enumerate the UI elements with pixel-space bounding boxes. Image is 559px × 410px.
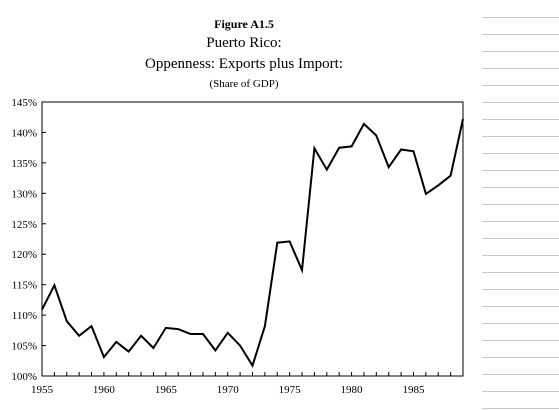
sheet-row-line	[482, 255, 559, 256]
sheet-row-line	[482, 204, 559, 205]
y-tick-label: 105%	[11, 341, 37, 353]
x-tick-label: 1970	[217, 384, 240, 396]
sheet-row-line	[482, 85, 559, 86]
x-tick-label: 1975	[279, 384, 302, 396]
y-tick-label: 145%	[11, 97, 37, 109]
sheet-row-line	[482, 221, 559, 222]
sheet-row-line	[482, 289, 559, 290]
y-tick-label: 130%	[11, 188, 37, 200]
sheet-row-line	[482, 374, 559, 375]
sheet-row-line	[482, 119, 559, 120]
sheet-row-line	[482, 51, 559, 52]
plot-area	[41, 101, 464, 377]
figure-label: Figure A1.5	[214, 17, 274, 31]
sheet-row-line	[482, 357, 559, 358]
y-tick-label: 140%	[11, 127, 37, 139]
x-tick-label: 1965	[155, 384, 178, 396]
y-tick-label: 135%	[11, 158, 37, 170]
chart-subtitle: Oppenness: Exports plus Import:	[145, 56, 343, 72]
sheet-row-line	[482, 170, 559, 171]
sheet-row-line	[482, 408, 559, 409]
sheet-row-line	[482, 136, 559, 137]
sheet-row-line	[482, 272, 559, 273]
x-tick-label: 1960	[93, 384, 116, 396]
series-line	[41, 118, 464, 368]
y-tick-label: 110%	[12, 310, 37, 322]
sheet-row-line	[482, 340, 559, 341]
sheet-row-line	[482, 68, 559, 69]
series-openness	[41, 118, 464, 368]
x-axis-labels: 1955 1960 1965 1970 1975 1980 1985	[31, 384, 425, 396]
sheet-row-line	[482, 391, 559, 392]
spreadsheet-gridlines	[482, 0, 559, 410]
sheet-row-line	[482, 102, 559, 103]
plot-frame	[41, 101, 464, 377]
sheet-row-line	[482, 17, 559, 18]
x-axis-ticks	[41, 372, 464, 376]
y-axis-labels: 100% 105% 110% 115% 120% 125% 130% 135% 140% 145%	[11, 97, 37, 383]
sheet-row-line	[482, 187, 559, 188]
chart-note: (Share of GDP)	[209, 78, 278, 90]
chart-title: Puerto Rico:	[206, 35, 281, 51]
y-tick-label: 125%	[11, 219, 37, 231]
sheet-row-line	[482, 306, 559, 307]
x-tick-label: 1980	[341, 384, 364, 396]
y-tick-label: 100%	[11, 371, 37, 383]
sheet-row-line	[482, 34, 559, 35]
sheet-row-line	[482, 323, 559, 324]
y-tick-label: 120%	[11, 249, 37, 261]
y-tick-label: 115%	[12, 280, 37, 292]
y-axis-ticks	[42, 101, 46, 377]
sheet-row-line	[482, 153, 559, 154]
x-tick-label: 1985	[402, 384, 425, 396]
x-tick-label: 1955	[31, 384, 54, 396]
sheet-row-line	[482, 238, 559, 239]
